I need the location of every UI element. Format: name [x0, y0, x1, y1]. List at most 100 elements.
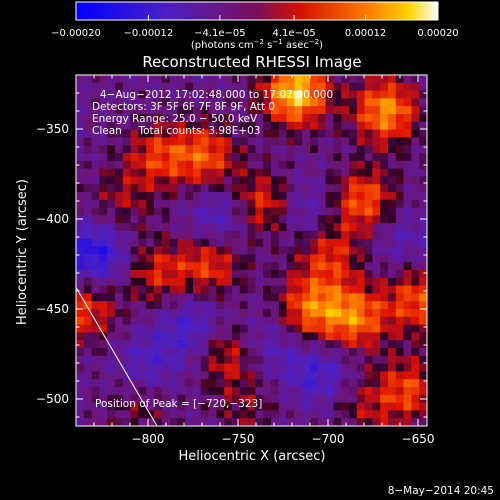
heatmap-cell — [380, 262, 389, 271]
heatmap-cell — [380, 231, 389, 240]
heatmap-cell — [395, 98, 404, 107]
heatmap-cell — [317, 98, 326, 107]
heatmap-cell — [372, 410, 381, 419]
heatmap-cell — [122, 301, 131, 310]
heatmap-cell — [200, 324, 209, 333]
heatmap-cell — [200, 254, 209, 263]
heatmap-cell — [286, 90, 295, 99]
heatmap-cell — [154, 324, 163, 333]
heatmap-cell — [169, 160, 178, 169]
heatmap-cell — [193, 207, 202, 216]
heatmap-cell — [349, 254, 358, 263]
heatmap-cell — [278, 418, 287, 426]
heatmap-cell — [388, 121, 397, 130]
heatmap-cell — [356, 371, 365, 380]
heatmap-cell — [208, 293, 217, 302]
heatmap-cell — [216, 379, 225, 388]
heatmap-cell — [161, 106, 170, 115]
heatmap-cell — [247, 238, 256, 247]
heatmap-cell — [356, 332, 365, 341]
heatmap-cell — [146, 215, 155, 224]
heatmap-cell — [91, 363, 100, 372]
heatmap-cell — [107, 371, 116, 380]
heatmap-cell — [146, 270, 155, 279]
heatmap-cell — [349, 207, 358, 216]
heatmap-cell — [333, 402, 342, 411]
heatmap-cell — [146, 199, 155, 208]
heatmap-cell — [310, 121, 319, 130]
heatmap-cell — [146, 402, 155, 411]
heatmap-cell — [208, 355, 217, 364]
heatmap-cell — [232, 223, 241, 232]
heatmap-cell — [154, 207, 163, 216]
heatmap-cell — [177, 285, 186, 294]
heatmap-cell — [317, 90, 326, 99]
generation-timestamp: 8−May−2014 20:45 — [388, 485, 494, 497]
heatmap-cell — [216, 363, 225, 372]
heatmap-cell — [403, 387, 412, 396]
heatmap-cell — [138, 262, 147, 271]
heatmap-cell — [247, 215, 256, 224]
heatmap-cell — [278, 223, 287, 232]
heatmap-cell — [169, 270, 178, 279]
heatmap-cell — [115, 114, 124, 123]
heatmap-cell — [161, 410, 170, 419]
heatmap-cell — [224, 387, 233, 396]
heatmap-cell — [263, 90, 272, 99]
heatmap-cell — [83, 262, 92, 271]
heatmap-cell — [208, 324, 217, 333]
heatmap-cell — [177, 129, 186, 138]
heatmap-cell — [130, 223, 139, 232]
heatmap-cell — [239, 82, 248, 91]
heatmap-cell — [239, 418, 248, 426]
heatmap-cell — [76, 332, 85, 341]
heatmap-cell — [294, 254, 303, 263]
heatmap-cell — [395, 285, 404, 294]
heatmap-cell — [200, 340, 209, 349]
heatmap-cell — [294, 418, 303, 426]
heatmap-cell — [403, 207, 412, 216]
heatmap-cell — [302, 387, 311, 396]
heatmap-cell — [107, 363, 116, 372]
heatmap-cell — [91, 75, 100, 84]
heatmap-cell — [138, 340, 147, 349]
heatmap-cell — [286, 145, 295, 154]
heatmap-cell — [99, 387, 108, 396]
heatmap-cell — [130, 371, 139, 380]
heatmap-cell — [185, 168, 194, 177]
heatmap-cell — [286, 355, 295, 364]
heatmap-cell — [388, 129, 397, 138]
heatmap-cell — [364, 348, 373, 357]
heatmap-cell — [333, 160, 342, 169]
heatmap-cell — [411, 82, 420, 91]
heatmap-cell — [115, 176, 124, 185]
heatmap-cell — [99, 153, 108, 162]
heatmap-cell — [146, 371, 155, 380]
heatmap-cell — [83, 410, 92, 419]
heatmap-cell — [99, 98, 108, 107]
heatmap-cell — [302, 160, 311, 169]
heatmap-cell — [372, 192, 381, 201]
heatmap-cell — [239, 355, 248, 364]
heatmap-cell — [76, 184, 85, 193]
heatmap-cell — [130, 192, 139, 201]
heatmap-cell — [99, 145, 108, 154]
heatmap-cell — [193, 121, 202, 130]
heatmap-cell — [169, 145, 178, 154]
heatmap-cell — [263, 410, 272, 419]
heatmap-cell — [411, 160, 420, 169]
heatmap-cell — [255, 293, 264, 302]
heatmap-cell — [91, 293, 100, 302]
heatmap-cell — [247, 301, 256, 310]
heatmap-cell — [419, 199, 427, 208]
heatmap-cell — [76, 160, 85, 169]
heatmap-cell — [154, 277, 163, 286]
heatmap-cell — [294, 129, 303, 138]
heatmap-cell — [161, 199, 170, 208]
heatmap-cell — [122, 223, 131, 232]
heatmap-cell — [154, 418, 163, 426]
heatmap-cell — [177, 418, 186, 426]
heatmap-cell — [302, 355, 311, 364]
heatmap-cell — [286, 215, 295, 224]
heatmap-cell — [325, 160, 334, 169]
